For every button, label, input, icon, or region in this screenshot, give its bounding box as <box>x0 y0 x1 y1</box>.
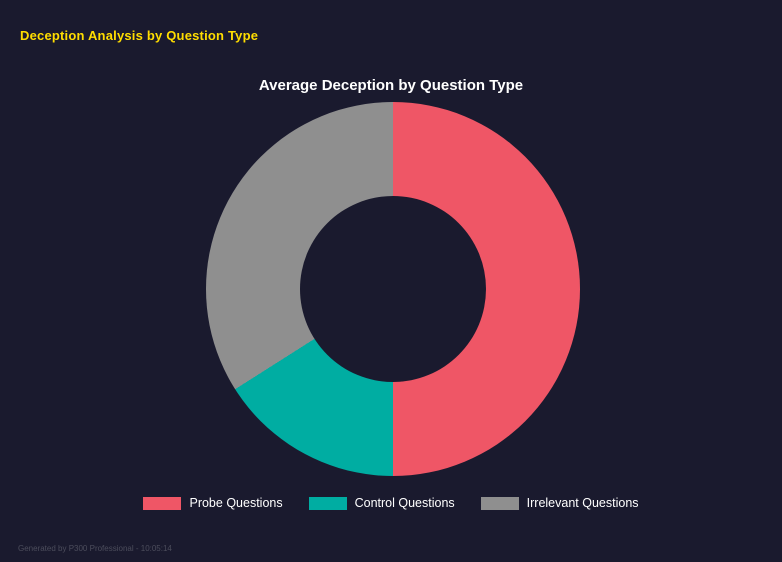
legend-label: Irrelevant Questions <box>526 496 639 510</box>
chart-legend: Probe Questions Control Questions Irreleva… <box>0 496 782 510</box>
legend-label: Probe Questions <box>189 496 283 510</box>
page-heading: Deception Analysis by Question Type <box>20 28 259 43</box>
chart-title: Average Deception by Question Type <box>258 77 524 94</box>
legend-swatch <box>480 496 519 510</box>
footer-text: Generated by P300 Professional - 10:05:1… <box>18 544 172 553</box>
legend-item[interactable]: Probe Questions <box>143 496 283 510</box>
legend-swatch <box>143 496 182 510</box>
legend-item[interactable]: Irrelevant Questions <box>480 496 639 510</box>
legend-swatch <box>308 496 347 510</box>
donut-chart <box>206 102 580 476</box>
legend-label: Control Questions <box>354 496 455 510</box>
legend-item[interactable]: Control Questions <box>308 496 455 510</box>
donut-hole <box>300 196 486 382</box>
